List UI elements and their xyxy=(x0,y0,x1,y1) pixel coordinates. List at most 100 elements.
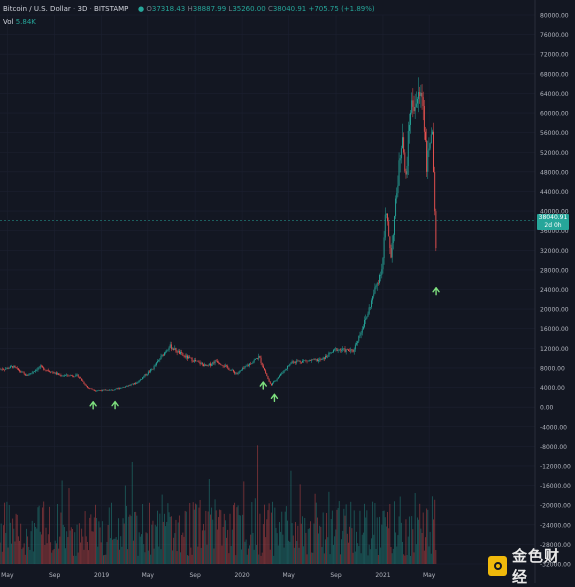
volume-bar xyxy=(370,549,371,564)
candle-body xyxy=(161,356,162,359)
candle-body xyxy=(371,300,372,307)
symbol-legend[interactable]: Bitcoin / U.S. Dollar · 3D · BITSTAMP xyxy=(3,5,128,13)
volume-bar xyxy=(116,537,117,564)
volume-bar xyxy=(96,518,97,564)
y-tick-label: 76000.00 xyxy=(540,32,569,39)
candle-body xyxy=(153,369,154,370)
candle-body xyxy=(363,327,364,329)
candle-body xyxy=(429,148,430,150)
candle-body xyxy=(250,364,251,365)
candle-body xyxy=(228,368,229,370)
candle-body xyxy=(124,387,125,388)
volume-bar xyxy=(40,532,41,564)
candle-body xyxy=(302,361,303,363)
volume-bar xyxy=(197,547,198,564)
x-tick-label: May xyxy=(282,572,295,579)
candle-body xyxy=(28,375,29,376)
volume-bar xyxy=(182,533,183,564)
volume-bar xyxy=(404,556,405,564)
candle-body xyxy=(217,361,218,362)
volume-bar xyxy=(79,523,80,564)
volume-bar xyxy=(314,524,315,564)
volume-bar xyxy=(289,542,290,564)
volume-bar xyxy=(17,515,18,564)
volume-bar xyxy=(146,532,147,564)
candle-body xyxy=(392,243,393,258)
volume-bar xyxy=(381,525,382,564)
candle-body xyxy=(391,248,392,258)
volume-bar xyxy=(213,549,214,564)
volume-bar xyxy=(373,535,374,564)
volume-bar xyxy=(169,512,170,564)
volume-bar xyxy=(238,505,239,564)
candle-body xyxy=(287,366,288,369)
volume-bar xyxy=(222,546,223,564)
candle-body xyxy=(157,361,158,362)
volume-bar xyxy=(207,545,208,564)
candle-body xyxy=(166,350,167,352)
x-tick-label: 2021 xyxy=(375,572,390,579)
candle-body xyxy=(208,365,209,366)
volume-bar xyxy=(418,520,419,564)
candle-body xyxy=(304,360,305,361)
candle-body xyxy=(63,376,64,377)
candle-body xyxy=(368,314,369,317)
candle-body xyxy=(126,386,127,387)
x-tick-label: May xyxy=(142,572,155,579)
change-value: +705.75 (+1.89%) xyxy=(308,5,374,13)
volume-bar xyxy=(10,523,11,564)
y-tick-label: 44000.00 xyxy=(540,189,569,196)
volume-bar xyxy=(408,537,409,564)
candle-body xyxy=(189,357,190,358)
volume-bar xyxy=(410,556,411,564)
volume-bar xyxy=(327,537,328,564)
candle-body xyxy=(32,372,33,373)
candle-body xyxy=(75,375,76,377)
candle-body xyxy=(210,363,211,365)
volume-bar xyxy=(78,553,79,564)
volume-bar xyxy=(192,555,193,564)
volume-bar xyxy=(300,484,301,564)
volume-bar xyxy=(150,555,151,564)
volume-bar xyxy=(11,544,12,564)
candle-body xyxy=(282,373,283,374)
candle-body xyxy=(412,100,413,107)
volume-bar xyxy=(392,553,393,564)
volume-bar xyxy=(296,541,297,564)
volume-bar xyxy=(113,539,114,564)
candle-body xyxy=(104,390,105,391)
volume-bar xyxy=(128,517,129,564)
candle-body xyxy=(187,356,188,359)
volume-bar xyxy=(33,551,34,564)
x-tick-label: 2020 xyxy=(234,572,249,579)
volume-bar xyxy=(230,514,231,564)
volume-bar xyxy=(58,549,59,564)
candle-body xyxy=(84,382,85,384)
volume-bar xyxy=(366,510,367,564)
volume-bar xyxy=(360,511,361,564)
volume-bar xyxy=(379,517,380,564)
y-tick-label: -8000.00 xyxy=(540,444,567,451)
candle-body xyxy=(300,361,301,362)
y-tick-label: -20000.00 xyxy=(540,503,571,510)
volume-bar xyxy=(158,547,159,564)
candle-body xyxy=(271,384,272,386)
candle-body xyxy=(366,317,367,319)
volume-bar xyxy=(235,555,236,564)
y-tick-label: 72000.00 xyxy=(540,52,569,59)
volume-bar xyxy=(358,546,359,564)
candle-body xyxy=(422,93,423,97)
volume-legend[interactable]: Vol 5.84K xyxy=(3,18,36,26)
candle-body xyxy=(134,383,135,384)
candle-body xyxy=(280,374,281,376)
candle-body xyxy=(197,361,198,362)
volume-bar xyxy=(67,537,68,564)
volume-bar xyxy=(166,522,167,564)
volume-bar xyxy=(272,502,273,564)
y-tick-label: 68000.00 xyxy=(540,71,569,78)
candle-body xyxy=(119,388,120,389)
candle-body xyxy=(147,374,148,375)
volume-bar xyxy=(115,539,116,564)
